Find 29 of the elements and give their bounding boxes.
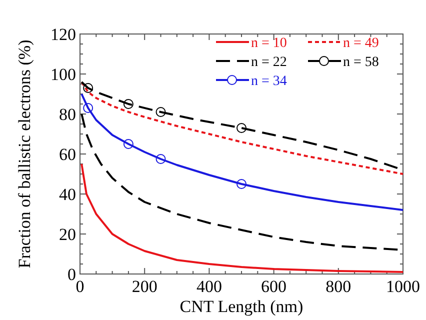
y-tick-label: 120 — [50, 25, 76, 44]
point — [156, 154, 166, 164]
x-tick-label: 400 — [196, 277, 222, 296]
y-tick-label: 60 — [59, 145, 76, 164]
x-axis-title: CNT Length (nm) — [180, 297, 304, 316]
legend-label: n = 34 — [251, 74, 287, 89]
line-series — [80, 93, 403, 211]
legend-label: n = 58 — [343, 55, 379, 70]
legend-label: n = 10 — [251, 36, 287, 51]
point — [83, 103, 94, 113]
legend-label: n = 49 — [343, 36, 379, 51]
y-tick-label: 20 — [59, 225, 76, 244]
legend-label: n = 22 — [251, 55, 287, 70]
y-tick-label: 100 — [50, 65, 76, 84]
y-tick-label: 80 — [59, 105, 76, 124]
x-tick-label: 600 — [261, 277, 287, 296]
point — [236, 179, 246, 189]
point — [83, 83, 94, 93]
point — [156, 107, 166, 117]
x-tick-label: 800 — [326, 277, 352, 296]
x-tick-label: 1000 — [386, 277, 420, 296]
y-axis-title: Fraction of ballistic electrons (%) — [15, 40, 34, 268]
point — [236, 123, 246, 133]
line-series — [80, 163, 403, 273]
point — [123, 139, 134, 149]
point — [123, 99, 134, 109]
y-tick-label: 40 — [59, 185, 76, 204]
x-tick-label: 200 — [132, 277, 158, 296]
y-tick-label: 0 — [68, 265, 76, 284]
